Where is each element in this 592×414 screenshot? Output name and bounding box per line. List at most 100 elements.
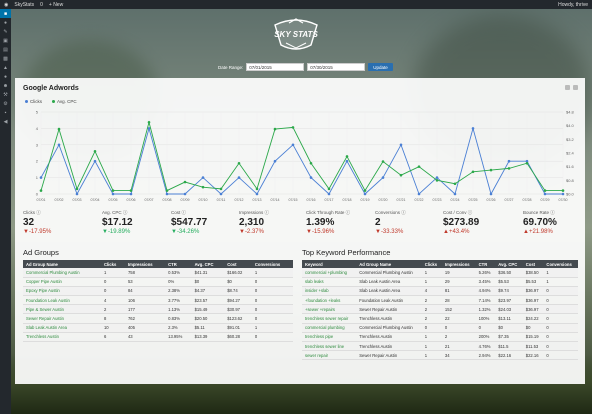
pages-icon[interactable]: ▤ [3, 46, 8, 53]
users-icon[interactable]: ☻ [2, 82, 9, 89]
data-point[interactable] [489, 168, 493, 172]
data-point[interactable] [255, 192, 259, 196]
data-point[interactable] [417, 165, 421, 168]
data-point[interactable] [327, 192, 331, 196]
data-point[interactable] [75, 192, 79, 196]
row-link[interactable]: trenchless pipe [302, 332, 357, 343]
media-icon[interactable]: ▣ [3, 37, 8, 44]
data-point[interactable] [471, 170, 475, 174]
end-date-input[interactable] [307, 63, 366, 71]
row-link[interactable]: +sewer +repairs [302, 304, 357, 315]
row-link[interactable]: commercial +plumbing [302, 268, 357, 278]
data-point[interactable] [453, 182, 457, 186]
data-point[interactable] [39, 176, 43, 179]
column-header[interactable]: Keyword [302, 260, 357, 268]
row-link[interactable]: Slab Leak Austin Area [23, 323, 101, 333]
data-point[interactable] [39, 189, 43, 192]
row-link[interactable]: Trenchless Austin [23, 332, 101, 343]
new-content-link[interactable]: + New [48, 1, 64, 8]
column-header[interactable]: Avg. CPC [495, 260, 523, 268]
settings-icon[interactable] [573, 85, 578, 90]
data-point[interactable] [273, 127, 277, 131]
data-point[interactable] [93, 149, 97, 153]
data-point[interactable] [309, 176, 313, 179]
column-header[interactable]: CTR [165, 260, 192, 268]
data-point[interactable] [363, 192, 367, 196]
data-point[interactable] [291, 143, 295, 147]
column-header[interactable]: CTR [475, 260, 496, 268]
data-point[interactable] [435, 179, 439, 182]
collapse-icon[interactable]: ◀ [3, 118, 8, 125]
data-point[interactable] [345, 155, 349, 158]
data-point[interactable] [417, 192, 421, 196]
data-point[interactable] [471, 127, 475, 130]
data-point[interactable] [507, 159, 511, 163]
column-header[interactable]: Cost [224, 260, 252, 268]
data-point[interactable] [57, 127, 61, 131]
data-point[interactable] [129, 189, 133, 192]
row-link[interactable]: Epoxy Pipe Austin [23, 286, 101, 297]
appearance-icon[interactable]: ▲ [3, 64, 8, 71]
data-point[interactable] [543, 189, 547, 192]
row-link[interactable]: Pipe & Sewer Austin [23, 304, 101, 315]
row-link[interactable]: insider +slab [302, 286, 357, 297]
data-point[interactable] [525, 159, 529, 163]
start-date-input[interactable] [246, 63, 305, 71]
data-point[interactable] [93, 159, 97, 163]
data-point[interactable] [111, 192, 115, 196]
column-header[interactable]: Ad Group Name [356, 260, 422, 268]
data-point[interactable] [111, 189, 115, 192]
data-point[interactable] [147, 120, 151, 124]
data-point[interactable] [183, 180, 187, 184]
data-point[interactable] [129, 192, 133, 196]
legend-avg-cpc[interactable]: Avg. CPC [52, 99, 77, 104]
data-point[interactable] [525, 161, 529, 165]
stats-icon[interactable]: ▪ [4, 109, 7, 116]
data-point[interactable] [201, 185, 205, 189]
data-point[interactable] [201, 176, 205, 179]
data-point[interactable] [381, 176, 385, 179]
column-header[interactable]: Avg. CPC [191, 260, 225, 268]
data-point[interactable] [75, 187, 79, 191]
row-link[interactable]: commercial plumbing [302, 323, 357, 333]
tools-icon[interactable]: ⚒ [3, 91, 8, 98]
row-link[interactable]: +foundation +leaks [302, 295, 357, 306]
settings-icon[interactable]: ⚙ [3, 100, 8, 107]
data-point[interactable] [489, 192, 493, 196]
data-point[interactable] [381, 160, 385, 163]
row-link[interactable]: Foundation Leak Austin [23, 295, 101, 306]
column-header[interactable]: Conversions [543, 260, 578, 268]
row-link[interactable]: slab leaks [302, 277, 357, 287]
column-header[interactable]: Clicks [421, 260, 442, 268]
column-header[interactable]: Cost [522, 260, 544, 268]
data-point[interactable] [219, 192, 223, 196]
data-point[interactable] [183, 192, 187, 196]
data-point[interactable] [309, 161, 313, 165]
data-point[interactable] [399, 173, 403, 177]
column-header[interactable]: Impressions [441, 260, 476, 268]
column-header[interactable]: Impressions [124, 260, 166, 268]
row-link[interactable]: Commercial Plumbing Austin [23, 268, 101, 278]
data-point[interactable] [291, 126, 295, 129]
data-point[interactable] [237, 161, 241, 165]
row-link[interactable]: Sewer Repair Austin [23, 313, 101, 324]
plugins-icon[interactable]: ● [3, 73, 8, 80]
comments-icon[interactable]: ▩ [3, 55, 8, 62]
update-button[interactable]: Update [368, 63, 393, 71]
wordpress-icon[interactable]: ◉ [4, 1, 9, 8]
data-point[interactable] [561, 189, 565, 192]
data-point[interactable] [345, 159, 349, 163]
posts-icon[interactable]: ✎ [3, 28, 8, 35]
data-point[interactable] [273, 159, 277, 163]
column-header[interactable]: Ad Group Name [23, 260, 101, 268]
dashboard-icon[interactable]: ■ [0, 9, 11, 18]
data-point[interactable] [237, 176, 241, 179]
data-point[interactable] [561, 192, 565, 196]
user-greeting[interactable]: Howdy, thrive [558, 1, 588, 8]
data-point[interactable] [507, 167, 511, 170]
data-point[interactable] [453, 192, 457, 196]
data-point[interactable] [147, 127, 151, 130]
column-header[interactable]: Conversions [251, 260, 293, 268]
data-point[interactable] [165, 192, 169, 196]
home-icon[interactable]: ● [3, 19, 8, 26]
